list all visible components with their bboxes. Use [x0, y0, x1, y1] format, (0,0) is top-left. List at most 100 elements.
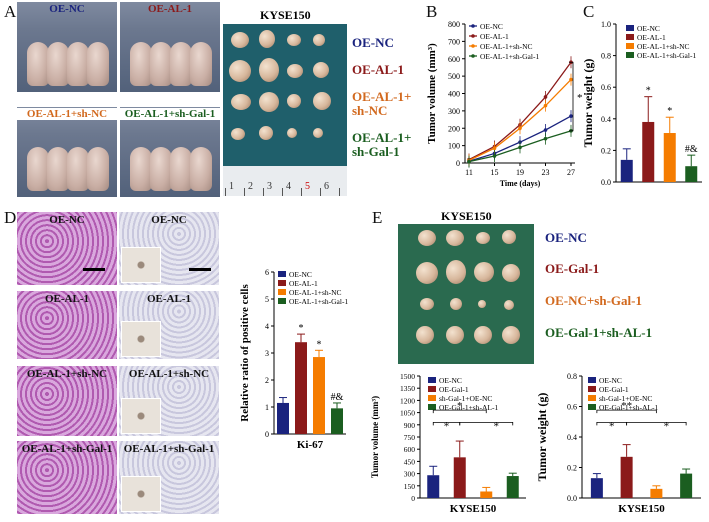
y-axis-label: Tumor weight (g) [581, 59, 595, 148]
sig-mark: #& [685, 144, 698, 155]
legend-label: OE-AL-1+sh-Gal-1 [289, 297, 348, 306]
legend-label: OE-AL-1+sh-NC [637, 42, 690, 51]
y-tick-label: 0.4 [567, 433, 577, 442]
legend-swatch [278, 271, 286, 277]
chart-e1: 0 150 300 450 600 750 900 1050 1200 1350 1500 Tumor… [370, 372, 526, 515]
tumor-photo-title: KYSE150 [260, 8, 311, 22]
sig-bracket [626, 421, 687, 426]
x-tick-label: 23 [542, 168, 550, 177]
y-tick-label: 0.2 [601, 146, 611, 155]
group-label-a-1: OE-NC [352, 35, 394, 50]
chart-d: 0 1 2 3 4 5 6 Relative ratio of positive cells *… [239, 268, 348, 451]
he-image-oe-al1-sh-gal1: OE-AL-1+sh-Gal-1 [17, 441, 117, 514]
legend-label: OE-NC [599, 376, 622, 385]
x-axis-label: KYSE150 [450, 503, 497, 515]
x-tick-label: 27 [567, 168, 575, 177]
bar [680, 473, 693, 498]
ruler: 1 2 3 4 5 6 [223, 166, 347, 196]
legend-label: sh-Gal-1+OE-NC [599, 394, 652, 403]
x-axis-label: Ki-67 [297, 439, 324, 451]
ihc-label: OE-AL-1+sh-NC [128, 368, 210, 380]
mice-label: OE-NC [49, 3, 85, 15]
bar [313, 357, 325, 434]
y-axis-label: Relative ratio of positive cells [239, 284, 251, 422]
y-tick-label: 150 [404, 482, 416, 491]
legend-swatch [588, 386, 596, 392]
group-label-a-4: OE-AL-1+ sh-Gal-1 [352, 130, 412, 159]
mice-label: OE-AL-1+sh-Gal-1 [120, 108, 220, 120]
y-tick-label: 4 [265, 322, 269, 331]
y-tick-label: 700 [448, 37, 460, 46]
y-tick-label: 300 [448, 107, 460, 116]
y-tick-label: 5 [265, 295, 269, 304]
sig-mark: ** [621, 400, 632, 412]
sig-mark: * [457, 400, 463, 412]
y-tick-label: 3 [265, 349, 269, 358]
y-tick-label: 1350 [400, 384, 415, 393]
ihc-label: OE-AL-1+sh-Gal-1 [123, 443, 215, 455]
sig-mark: * [646, 86, 651, 97]
y-tick-label: 0.6 [567, 403, 577, 412]
y-tick-label: 0.8 [601, 52, 611, 61]
panel-letter-d: D [4, 208, 17, 227]
chart-b: 0 100 200 300 400 500 600 700 800 11 15 19 23 27 Time … [426, 20, 583, 188]
sig-star: * [577, 92, 583, 104]
tumor-photo-title-e: KYSE150 [441, 209, 492, 223]
ihc-label: OE-AL-1 [147, 293, 191, 305]
legend-label: OE-AL-1+sh-NC [289, 288, 342, 297]
group-label-e-3: OE-NC+sh-Gal-1 [545, 293, 642, 308]
mice-label: OE-AL-1+sh-NC [17, 108, 117, 120]
y-tick-label: 0.0 [567, 494, 577, 503]
bar [663, 133, 676, 182]
y-axis-label: Tumor weight (g) [536, 393, 549, 482]
x-axis-label: KYSE150 [618, 503, 665, 515]
chart-c: 0.0 0.2 0.4 0.6 0.8 1.0 Tumor weight (g) * * #& OE… [581, 20, 702, 187]
sig-mark: * [317, 339, 322, 350]
y-tick-label: 2 [265, 376, 269, 385]
y-tick-label: 750 [404, 433, 416, 442]
sig-mark: * [664, 420, 670, 432]
bar [590, 478, 603, 498]
y-tick-label: 600 [448, 55, 460, 64]
legend-label: OE-NC [289, 270, 312, 279]
legend-marker [471, 54, 475, 58]
legend-label: OE-NC [637, 24, 660, 33]
legend-label: OE-AL-1 [637, 33, 666, 42]
bar [295, 342, 307, 434]
y-tick-label: 0 [411, 494, 415, 503]
legend-swatch [626, 52, 634, 58]
bar [277, 402, 289, 434]
bar [642, 121, 655, 182]
y-axis-label: Tumor volume (mm³) [370, 396, 380, 478]
legend-label: OE-Gal-1+sh-AL-1 [599, 403, 658, 412]
y-tick-label: 900 [404, 421, 416, 430]
y-tick-label: 600 [404, 445, 416, 454]
bar [453, 457, 466, 498]
mice-photo-oe-nc: OE-NC [17, 2, 117, 92]
legend-swatch [278, 289, 286, 295]
legend-swatch [588, 404, 596, 410]
y-tick-label: 300 [404, 470, 416, 479]
legend-marker [471, 44, 475, 48]
mice-photo-oe-al1: OE-AL-1 [120, 2, 220, 92]
group-label-e-1: OE-NC [545, 230, 587, 245]
legend-swatch [626, 43, 634, 49]
sig-mark: #& [331, 392, 344, 403]
sig-mark: * [494, 420, 500, 432]
sig-mark: * [667, 106, 672, 117]
sig-bracket [596, 409, 657, 414]
panel-letter-e: E [372, 208, 383, 227]
y-tick-label: 400 [448, 90, 460, 99]
sig-bracket [459, 421, 514, 426]
y-tick-label: 1500 [400, 372, 415, 381]
legend-swatch [588, 395, 596, 401]
ihc-image-oe-nc: OE-NC [119, 212, 219, 285]
legend-swatch [588, 377, 596, 383]
ihc-image-oe-al1: OE-AL-1 [119, 291, 219, 359]
group-label-a-3: OE-AL-1+ sh-NC [352, 89, 412, 118]
legend-swatch [428, 404, 436, 410]
panel-letter-a: A [4, 2, 17, 21]
sig-mark: * [444, 420, 450, 432]
y-tick-label: 1050 [400, 409, 415, 418]
y-tick-label: 800 [448, 20, 460, 29]
